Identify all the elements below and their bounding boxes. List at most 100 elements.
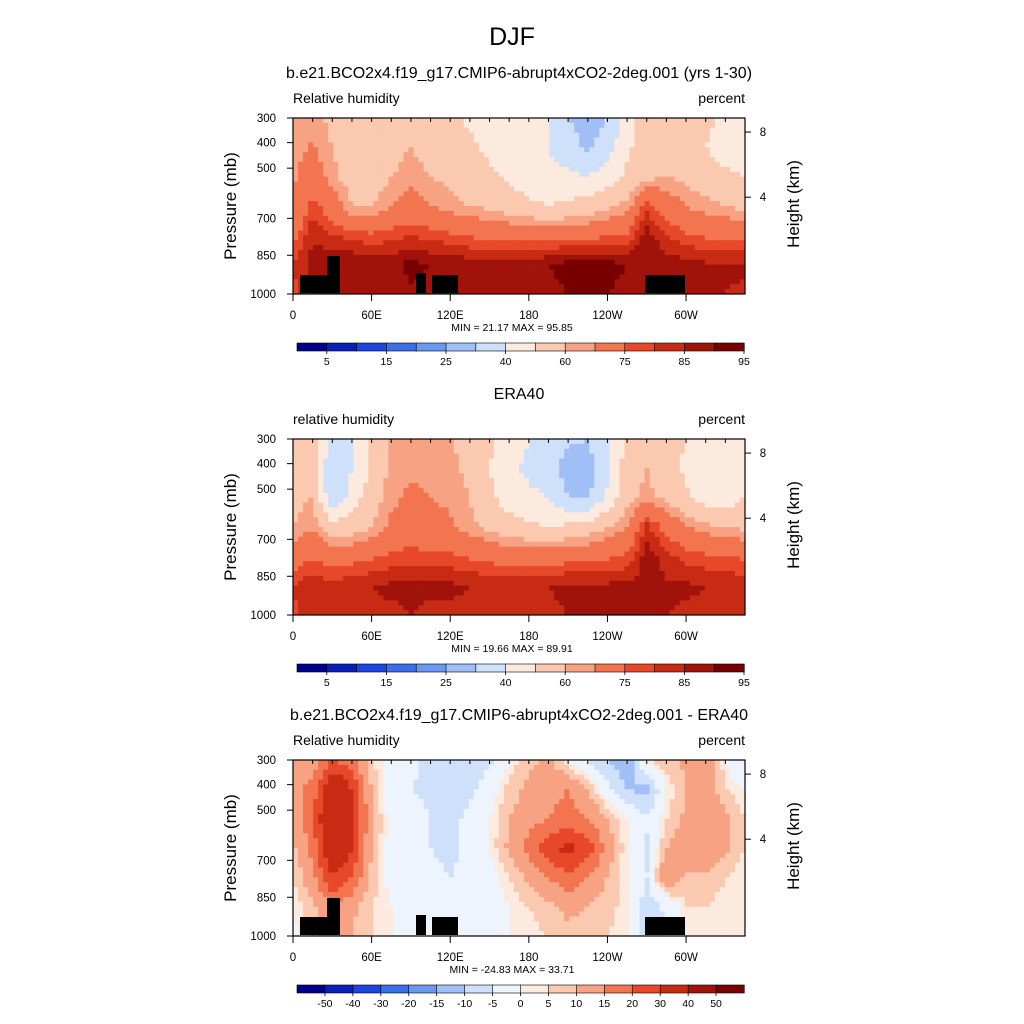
contour-cell xyxy=(714,186,721,192)
contour-cell xyxy=(614,225,620,231)
contour-cell xyxy=(729,210,736,217)
contour-cell xyxy=(554,235,560,241)
contour-cell xyxy=(634,284,640,290)
contour-cell xyxy=(529,443,535,450)
contour-cell xyxy=(664,122,671,129)
contour-cell xyxy=(599,132,605,138)
contour-cell xyxy=(348,502,354,508)
contour-cell xyxy=(468,118,475,124)
contour-cell xyxy=(554,240,560,246)
contour-cell xyxy=(443,240,450,246)
contour-cell xyxy=(483,166,490,173)
contour-cell xyxy=(679,201,686,207)
contour-cell xyxy=(539,206,545,212)
contour-cell xyxy=(418,196,424,202)
contour-cell xyxy=(654,492,661,499)
contour-cell xyxy=(333,250,339,256)
contour-cell xyxy=(418,147,424,153)
contour-cell xyxy=(438,191,445,197)
contour-cell xyxy=(614,245,620,251)
contour-cell xyxy=(614,181,620,187)
contour-cell xyxy=(403,527,409,533)
contour-cell xyxy=(453,473,460,479)
contour-cell xyxy=(579,453,585,459)
contour-cell xyxy=(478,142,485,148)
contour-cell xyxy=(358,250,364,256)
contour-cell xyxy=(569,166,575,173)
contour-cell xyxy=(378,492,384,499)
contour-cell xyxy=(353,176,359,182)
contour-cell xyxy=(539,157,545,163)
contour-cell xyxy=(313,497,319,503)
contour-cell xyxy=(358,230,364,236)
contour-cell xyxy=(428,181,435,187)
contour-cell xyxy=(373,118,379,124)
contour-cell xyxy=(298,497,304,503)
contour-cell xyxy=(524,269,530,275)
contour-cell xyxy=(554,206,560,212)
contour-cell xyxy=(699,235,706,241)
contour-cell xyxy=(704,206,711,212)
contour-cell xyxy=(579,220,585,226)
contour-cell xyxy=(443,448,450,455)
contour-cell xyxy=(473,269,480,275)
contour-cell xyxy=(584,497,590,503)
contour-cell xyxy=(669,220,676,226)
contour-cell xyxy=(498,453,505,459)
contour-cell xyxy=(519,162,525,168)
contour-cell xyxy=(679,235,686,241)
contour-cell xyxy=(328,132,334,138)
contour-cell xyxy=(734,254,741,261)
contour-cell xyxy=(348,463,354,469)
contour-cell xyxy=(343,137,349,143)
contour-cell xyxy=(468,497,475,503)
contour-cell xyxy=(298,463,304,469)
contour-cell xyxy=(348,118,354,124)
contour-cell xyxy=(363,240,369,246)
contour-cell xyxy=(629,250,635,256)
contour-cell xyxy=(368,522,374,528)
contour-cell xyxy=(298,132,304,138)
contour-cell xyxy=(529,279,535,285)
contour-cell xyxy=(453,215,460,222)
contour-cell xyxy=(629,245,635,251)
contour-cell xyxy=(674,230,681,236)
contour-cell xyxy=(649,254,655,261)
contour-cell xyxy=(353,147,359,153)
contour-cell xyxy=(739,171,746,178)
contour-cell xyxy=(709,284,716,290)
contour-cell xyxy=(338,122,344,129)
contour-cell xyxy=(333,463,339,469)
contour-cell xyxy=(478,235,485,241)
contour-cell xyxy=(524,171,530,178)
contour-cell xyxy=(694,274,701,280)
contour-cell xyxy=(554,254,560,261)
contour-cell xyxy=(599,157,605,163)
contour-cell xyxy=(669,118,676,124)
contour-cell xyxy=(529,147,535,153)
contour-cell xyxy=(368,274,374,280)
contour-cell xyxy=(634,118,640,124)
contour-cell xyxy=(463,463,470,469)
contour-cell xyxy=(534,122,540,129)
contour-cell xyxy=(298,527,304,533)
contour-cell xyxy=(293,118,299,124)
contour-cell xyxy=(549,284,555,290)
contour-cell xyxy=(554,176,560,182)
contour-cell xyxy=(333,230,339,236)
contour-cell xyxy=(488,157,495,163)
contour-cell xyxy=(679,176,686,182)
contour-cell xyxy=(488,522,495,528)
contour-cell xyxy=(624,250,630,256)
contour-cell xyxy=(488,118,495,124)
contour-cell xyxy=(579,245,585,251)
contour-cell xyxy=(413,215,419,222)
contour-cell xyxy=(453,186,460,192)
contour-cell xyxy=(709,132,716,138)
contour-cell xyxy=(564,507,570,513)
contour-cell xyxy=(584,240,590,246)
contour-cell xyxy=(473,284,480,290)
contour-cell xyxy=(559,487,565,494)
contour-cell xyxy=(403,240,409,246)
contour-cell xyxy=(498,201,505,207)
